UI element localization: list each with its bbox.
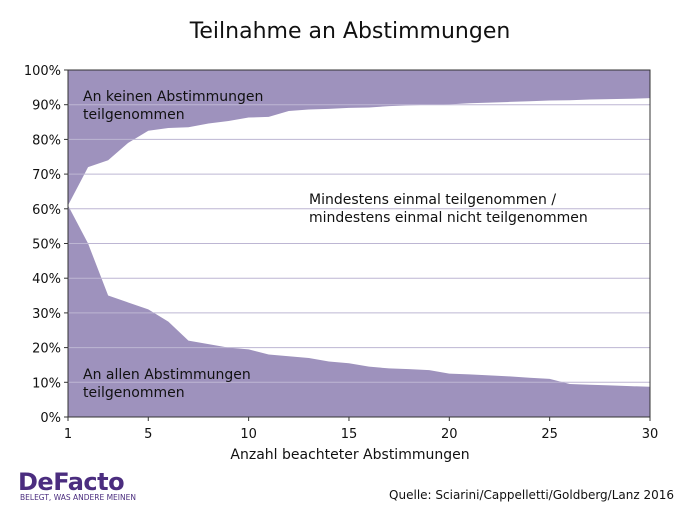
x-tick-label: 15 xyxy=(341,427,358,442)
y-tick-label: 0% xyxy=(40,411,61,426)
annotation-mixed-line1: Mindestens einmal teilgenommen / xyxy=(309,192,556,208)
area-all-votes xyxy=(68,205,650,417)
annotation-no-votes-line1: An keinen Abstimmungen xyxy=(83,89,263,105)
x-tick-label: 1 xyxy=(64,427,72,442)
annotation-all-votes-line1: An allen Abstimmungen xyxy=(83,367,251,383)
y-tick-label: 20% xyxy=(32,342,61,357)
x-tick-label: 25 xyxy=(541,427,558,442)
y-tick-label: 80% xyxy=(32,133,61,148)
chart-title: Teilnahme an Abstimmungen xyxy=(189,19,511,44)
annotation-mixed-line2: mindestens einmal nicht teilgenommen xyxy=(309,210,588,226)
y-tick-label: 10% xyxy=(32,376,61,391)
x-axis-ticks: 1 5 10 15 20 25 30 xyxy=(64,417,658,442)
area-no-votes xyxy=(68,70,650,206)
grid-lines xyxy=(68,104,650,383)
y-tick-label: 100% xyxy=(24,64,61,79)
annotation-all-votes-line2: teilgenommen xyxy=(83,385,185,401)
x-tick-label: 10 xyxy=(240,427,257,442)
x-axis-label: Anzahl beachteter Abstimmungen xyxy=(230,447,469,463)
defacto-logo: DeFacto BELEGT, WAS ANDERE MEINEN xyxy=(18,468,136,502)
plot-area: 0%10%20%30%40%50%60%70%80%90%100% 1 5 10 15… xyxy=(24,64,658,442)
y-tick-label: 60% xyxy=(32,203,61,218)
source-note: Quelle: Sciarini/Cappelletti/Goldberg/La… xyxy=(389,488,674,502)
y-tick-label: 90% xyxy=(32,99,61,114)
logo-tagline: BELEGT, WAS ANDERE MEINEN xyxy=(20,493,136,502)
y-tick-label: 40% xyxy=(32,272,61,287)
y-tick-label: 50% xyxy=(32,238,61,253)
y-tick-label: 70% xyxy=(32,168,61,183)
annotation-no-votes-line2: teilgenommen xyxy=(83,107,185,123)
y-tick-label: 30% xyxy=(32,307,61,322)
x-tick-label: 30 xyxy=(642,427,659,442)
y-axis-ticks: 0% 10% 20% 30% 40% 50% 60% 70% 80% 90% 100% xyxy=(24,64,68,426)
logo-wordmark: DeFacto xyxy=(18,468,124,496)
x-tick-label: 20 xyxy=(441,427,458,442)
x-tick-label: 5 xyxy=(144,427,152,442)
